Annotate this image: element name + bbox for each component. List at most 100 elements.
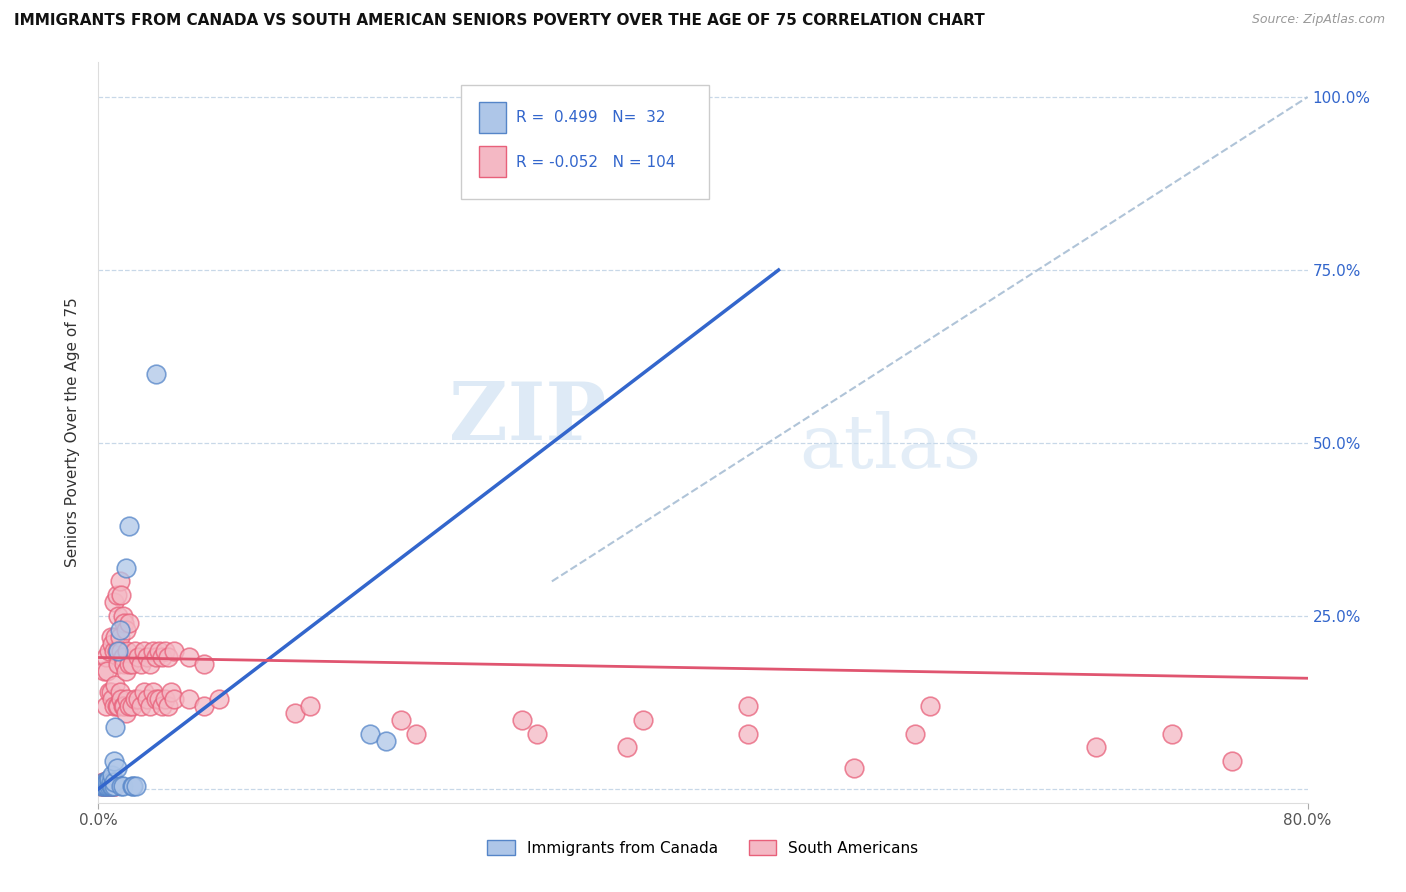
Point (127, 692, 149, 706)
Point (122, 779, 145, 793)
Point (96, 779, 118, 793)
Point (145, 367, 167, 381)
Point (98, 772, 121, 786)
Point (105, 761, 128, 775)
Point (103, 643, 125, 657)
Point (129, 657, 152, 672)
Point (108, 574, 131, 589)
Point (98, 643, 121, 657)
Point (631, 713, 654, 727)
Point (156, 698, 179, 713)
Point (114, 623, 136, 637)
Point (94, 698, 117, 713)
Point (163, 692, 186, 706)
Point (105, 698, 128, 713)
Text: IMMIGRANTS FROM CANADA VS SOUTH AMERICAN SENIORS POVERTY OVER THE AGE OF 75 CORR: IMMIGRANTS FROM CANADA VS SOUTH AMERICAN… (14, 13, 984, 29)
Point (374, 733, 396, 747)
Point (110, 643, 132, 657)
Point (844, 761, 866, 775)
Point (100, 685, 122, 699)
Point (93, 779, 115, 793)
Point (118, 657, 141, 672)
Point (103, 595, 125, 609)
Point (118, 698, 141, 713)
Point (118, 615, 141, 630)
Point (94, 775, 117, 789)
Point (105, 588, 128, 602)
Point (98, 775, 121, 789)
Point (142, 643, 165, 657)
Point (127, 650, 149, 665)
Point (142, 685, 165, 699)
Point (94, 650, 117, 665)
Point (98, 685, 121, 699)
Point (114, 560, 136, 574)
Point (299, 698, 322, 713)
Y-axis label: Seniors Poverty Over the Age of 75: Seniors Poverty Over the Age of 75 (65, 298, 80, 567)
Point (179, 692, 201, 706)
Text: Source: ZipAtlas.com: Source: ZipAtlas.com (1251, 13, 1385, 27)
Point (115, 692, 138, 706)
Point (104, 630, 127, 644)
Text: R =  0.499   N=  32: R = 0.499 N= 32 (516, 111, 665, 126)
Point (150, 698, 173, 713)
Point (156, 650, 179, 665)
Point (103, 779, 125, 793)
Point (101, 779, 124, 793)
Point (510, 713, 533, 727)
Point (124, 692, 146, 706)
Point (121, 657, 143, 672)
Point (110, 779, 132, 793)
Point (118, 519, 141, 533)
Point (107, 643, 129, 657)
Point (103, 775, 125, 789)
Point (94, 775, 117, 789)
Point (100, 775, 122, 789)
Point (108, 685, 131, 699)
Point (616, 740, 638, 755)
Point (111, 779, 134, 793)
Point (111, 650, 134, 665)
Point (96, 665, 118, 679)
Point (104, 779, 127, 793)
FancyBboxPatch shape (461, 85, 709, 200)
Point (121, 779, 143, 793)
Point (93, 775, 115, 789)
Point (101, 692, 124, 706)
Point (360, 726, 382, 740)
Point (98, 775, 121, 789)
Point (125, 779, 148, 793)
Point (139, 698, 162, 713)
Point (103, 754, 125, 768)
Point (101, 637, 124, 651)
Point (148, 692, 170, 706)
Point (91, 779, 114, 793)
Point (101, 768, 124, 782)
Point (1160, 726, 1182, 740)
Point (91, 779, 114, 793)
Point (107, 698, 129, 713)
Point (94, 779, 117, 793)
Point (112, 698, 135, 713)
Point (145, 692, 167, 706)
Point (284, 706, 307, 720)
Point (135, 650, 157, 665)
Point (904, 726, 927, 740)
Point (105, 643, 128, 657)
Point (135, 692, 157, 706)
Point (101, 779, 124, 793)
Point (737, 726, 759, 740)
Point (93, 779, 115, 793)
Point (148, 643, 170, 657)
Text: R = -0.052   N = 104: R = -0.052 N = 104 (516, 155, 675, 169)
Point (96, 775, 118, 789)
Point (160, 685, 183, 699)
Point (103, 698, 125, 713)
Point (103, 779, 125, 793)
Point (110, 588, 132, 602)
Point (91, 775, 114, 789)
Point (1085, 740, 1108, 755)
Point (110, 692, 132, 706)
Point (1220, 754, 1243, 768)
Point (132, 643, 155, 657)
